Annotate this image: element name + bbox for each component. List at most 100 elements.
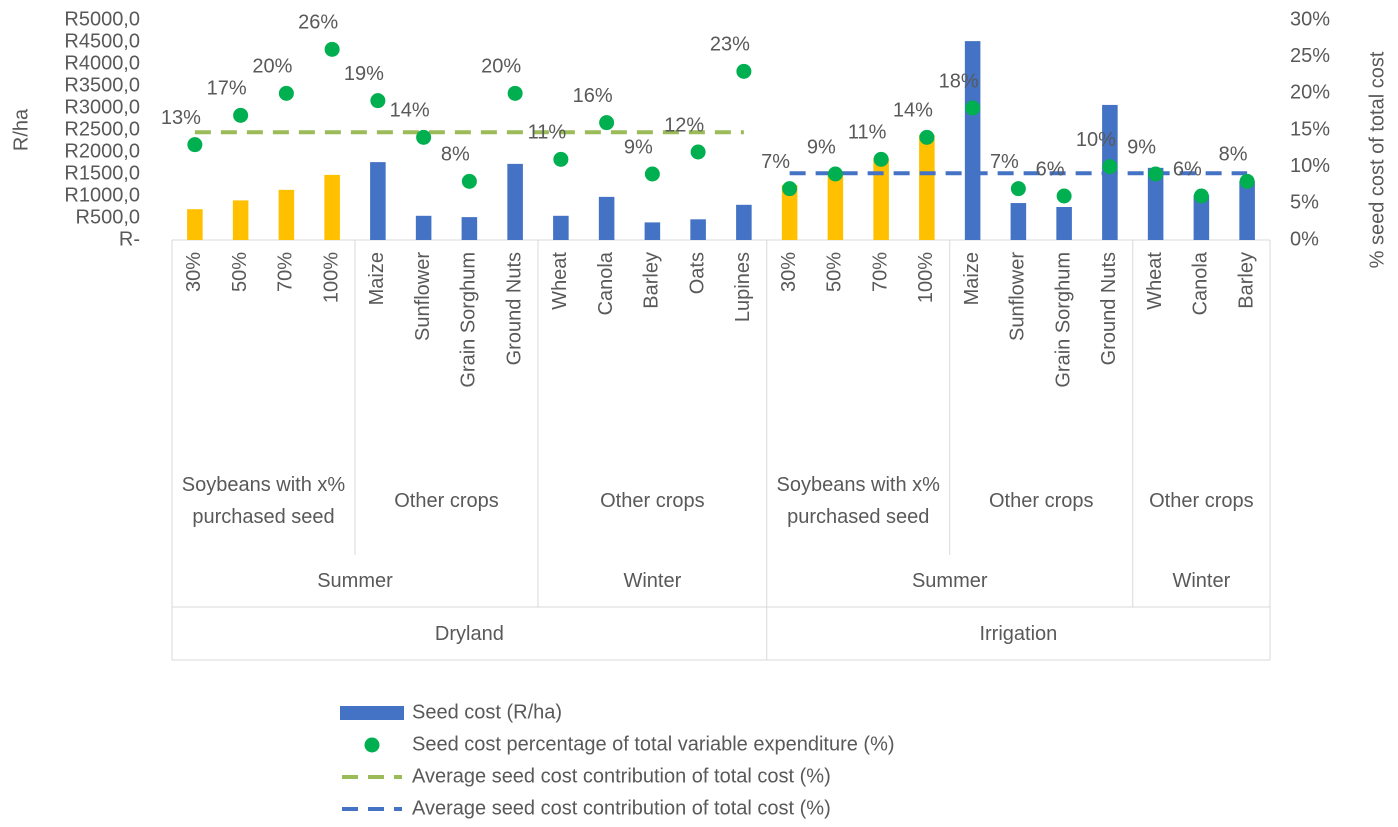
x-tick-label: Maize <box>366 252 388 305</box>
x-tick-label: 70% <box>869 252 891 292</box>
category-group-label: Other crops <box>989 490 1094 512</box>
y-tick-label: R1000,0 <box>64 184 140 206</box>
legend-swatch <box>364 737 380 753</box>
x-tick-label: 70% <box>275 252 297 292</box>
x-tick-label: Ground Nuts <box>1098 252 1120 365</box>
y-tick-label: R1500,0 <box>64 162 140 184</box>
bar <box>507 163 523 240</box>
x-tick-label: Canola <box>1190 251 1212 315</box>
point <box>278 85 294 101</box>
point <box>1102 159 1118 175</box>
category-group-label: Summer <box>317 570 393 592</box>
point <box>599 115 615 131</box>
point <box>873 151 889 167</box>
x-tick-label: Wheat <box>1144 252 1166 310</box>
bar <box>370 162 386 240</box>
data-label: 18% <box>939 70 979 92</box>
category-group-label: Winter <box>623 570 682 592</box>
data-label: 6% <box>1036 158 1065 180</box>
bar <box>1193 195 1210 240</box>
point <box>187 137 203 153</box>
point <box>1056 188 1072 204</box>
y-tick-label: R4000,0 <box>64 52 140 74</box>
x-tick-label: Wheat <box>549 252 571 310</box>
bar <box>461 217 478 240</box>
x-tick-label: 30% <box>778 252 800 292</box>
point <box>690 144 706 160</box>
point <box>1148 166 1164 182</box>
bar <box>1239 181 1255 240</box>
y-tick-label: R3000,0 <box>64 96 140 118</box>
y-tick-label: R2500,0 <box>64 118 140 140</box>
data-label: 14% <box>390 100 430 122</box>
data-label: 14% <box>893 100 933 122</box>
bar <box>232 200 249 240</box>
x-tick-label: Canola <box>595 251 617 315</box>
data-label: 9% <box>624 136 653 158</box>
bar <box>1147 167 1164 240</box>
y-tick-label: R- <box>119 228 140 250</box>
category-group-label: Irrigation <box>979 622 1058 645</box>
point <box>736 63 752 79</box>
category-group-label: Soybeans with x% purchased seed <box>776 474 940 528</box>
x-tick-label: 50% <box>824 252 846 292</box>
data-label: 26% <box>298 12 338 34</box>
y2-tick-label: 5% <box>1290 192 1319 214</box>
category-group-label: Dryland <box>434 622 504 645</box>
point <box>827 166 843 182</box>
data-label: 6% <box>1173 158 1202 180</box>
data-label: 9% <box>807 136 836 158</box>
data-label: 19% <box>344 63 384 85</box>
point <box>782 181 798 197</box>
x-tick-label: Barley <box>641 252 663 309</box>
y2-tick-label: 15% <box>1290 118 1330 140</box>
data-label: 16% <box>573 85 613 107</box>
data-label: 11% <box>848 122 887 144</box>
point <box>416 129 432 145</box>
bar <box>919 134 935 240</box>
legend-label: Seed cost percentage of total variable e… <box>412 733 895 755</box>
bar <box>873 158 889 240</box>
data-label: 17% <box>207 78 247 100</box>
point <box>324 41 340 57</box>
data-label: 23% <box>710 34 750 56</box>
bar <box>644 222 661 240</box>
y2-tick-label: 30% <box>1290 8 1330 30</box>
y2-tick-label: 0% <box>1290 228 1319 250</box>
bar <box>278 189 295 240</box>
x-tick-label: 100% <box>320 252 342 303</box>
category-group-label: Soybeans with x% purchased seed <box>181 474 346 528</box>
y2-tick-label: 10% <box>1290 155 1330 177</box>
category-group-label: Other crops <box>600 490 705 512</box>
bar <box>187 209 203 240</box>
data-label: 8% <box>1219 144 1248 166</box>
y2-tick-label: 20% <box>1290 82 1330 104</box>
bar <box>827 171 844 240</box>
data-label: 11% <box>528 122 567 144</box>
category-group-label: Other crops <box>394 490 499 512</box>
data-label: 7% <box>761 151 790 173</box>
x-tick-label: Grain Sorghum <box>458 252 480 388</box>
data-label: 10% <box>1076 129 1116 151</box>
x-tick-label: 100% <box>915 252 937 303</box>
bar <box>324 174 340 240</box>
y-tick-label: R2000,0 <box>64 140 140 162</box>
y-tick-label: R5000,0 <box>64 8 140 30</box>
bar <box>1056 207 1072 240</box>
data-label: 20% <box>481 56 521 78</box>
y-tick-label: R4500,0 <box>64 30 140 52</box>
category-group-label: Winter <box>1172 570 1231 592</box>
point <box>370 93 386 109</box>
point <box>965 100 981 116</box>
data-label: 12% <box>664 114 704 136</box>
x-tick-label: Lupines <box>732 252 754 322</box>
legend-label: Average seed cost contribution of total … <box>412 765 831 787</box>
point <box>919 129 935 145</box>
point <box>1239 173 1255 189</box>
bar <box>598 196 615 240</box>
category-group-label: Other crops <box>1149 490 1254 512</box>
x-tick-label: Sunflower <box>1007 252 1029 341</box>
point <box>1010 181 1026 197</box>
y2-axis-label: % seed cost of total cost <box>1366 51 1388 268</box>
